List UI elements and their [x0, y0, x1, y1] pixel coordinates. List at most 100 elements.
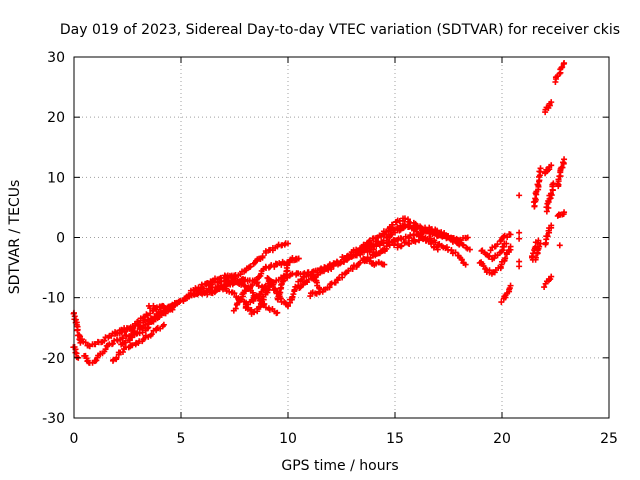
data-point: [143, 311, 150, 318]
y-tick-label: -10: [42, 291, 65, 307]
data-point: [434, 246, 441, 253]
data-point: [259, 253, 266, 260]
axis-ticks: [73, 56, 610, 419]
x-axis-title: GPS time / hours: [281, 458, 398, 474]
data-point: [458, 256, 465, 263]
data-point: [401, 215, 408, 222]
data-point: [197, 284, 204, 291]
data-point: [339, 271, 346, 278]
data-point: [536, 168, 543, 175]
data-point: [548, 273, 555, 280]
data-point: [247, 263, 254, 270]
data-point: [176, 298, 183, 305]
y-tick-label: -20: [42, 351, 65, 367]
data-point: [532, 195, 539, 202]
data-point: [123, 332, 130, 339]
data-point: [160, 321, 167, 328]
data-point: [494, 241, 501, 248]
data-point: [113, 354, 120, 361]
data-point: [532, 254, 539, 261]
data-point: [462, 261, 469, 268]
data-point: [270, 281, 277, 288]
data-point: [250, 309, 257, 316]
data-point: [249, 289, 256, 296]
data-point: [290, 291, 297, 298]
data-point: [82, 339, 89, 346]
data-point: [537, 165, 544, 172]
data-point: [412, 238, 419, 245]
y-tick-label: -30: [42, 411, 65, 427]
data-point: [337, 260, 344, 267]
data-point: [276, 289, 283, 296]
data-point: [529, 253, 536, 260]
data-point: [558, 164, 565, 171]
data-point: [391, 242, 398, 249]
data-point: [160, 302, 167, 309]
data-point: [507, 231, 514, 238]
data-point: [428, 240, 435, 247]
data-point: [119, 349, 126, 356]
data-point: [376, 242, 383, 249]
data-marks: [70, 60, 568, 366]
data-point: [378, 260, 385, 267]
data-point: [547, 190, 554, 197]
data-point: [326, 261, 333, 268]
data-point: [119, 335, 126, 342]
x-tick-label: 5: [177, 431, 186, 447]
data-point: [292, 256, 299, 263]
data-point: [262, 248, 269, 255]
data-point: [365, 238, 372, 245]
y-tick-label: 0: [56, 231, 65, 247]
x-tick-label: 25: [600, 431, 618, 447]
data-point: [448, 247, 455, 254]
x-tick-label: 20: [493, 431, 511, 447]
data-point: [548, 99, 555, 106]
data-point: [141, 317, 148, 324]
data-point: [545, 204, 552, 211]
data-point: [129, 342, 136, 349]
data-point: [391, 226, 398, 233]
data-point: [232, 277, 239, 284]
data-point: [560, 159, 567, 166]
data-point: [274, 309, 281, 316]
y-axis-title: SDTVAR / TECUs: [7, 180, 23, 295]
data-point: [544, 233, 551, 240]
data-point: [101, 337, 108, 344]
data-point: [548, 162, 555, 169]
data-point: [535, 237, 542, 244]
data-point: [541, 284, 548, 291]
grid: [74, 57, 609, 418]
data-point: [232, 305, 239, 312]
data-point: [102, 346, 109, 353]
data-point: [144, 325, 151, 332]
data-point: [212, 287, 219, 294]
data-point: [548, 222, 555, 229]
data-point: [555, 176, 562, 183]
data-point: [516, 263, 523, 270]
data-point: [561, 60, 568, 67]
data-point: [305, 276, 312, 283]
data-point: [310, 273, 317, 280]
data-point: [503, 240, 510, 247]
data-point: [353, 252, 360, 259]
data-point: [109, 340, 116, 347]
data-point: [559, 64, 566, 71]
data-point: [285, 240, 291, 247]
data-point: [486, 252, 493, 259]
data-point: [328, 266, 335, 273]
data-point: [380, 237, 387, 244]
data-point: [406, 240, 413, 247]
data-point: [556, 242, 563, 249]
data-point: [507, 243, 514, 250]
data-point: [498, 299, 505, 306]
data-point: [349, 266, 356, 273]
data-point: [151, 313, 158, 320]
data-point: [231, 290, 238, 297]
data-point: [561, 209, 568, 216]
data-point: [394, 241, 401, 248]
x-tick-label: 0: [70, 431, 79, 447]
data-point: [536, 243, 543, 250]
data-point: [452, 249, 459, 256]
data-point: [516, 229, 523, 236]
